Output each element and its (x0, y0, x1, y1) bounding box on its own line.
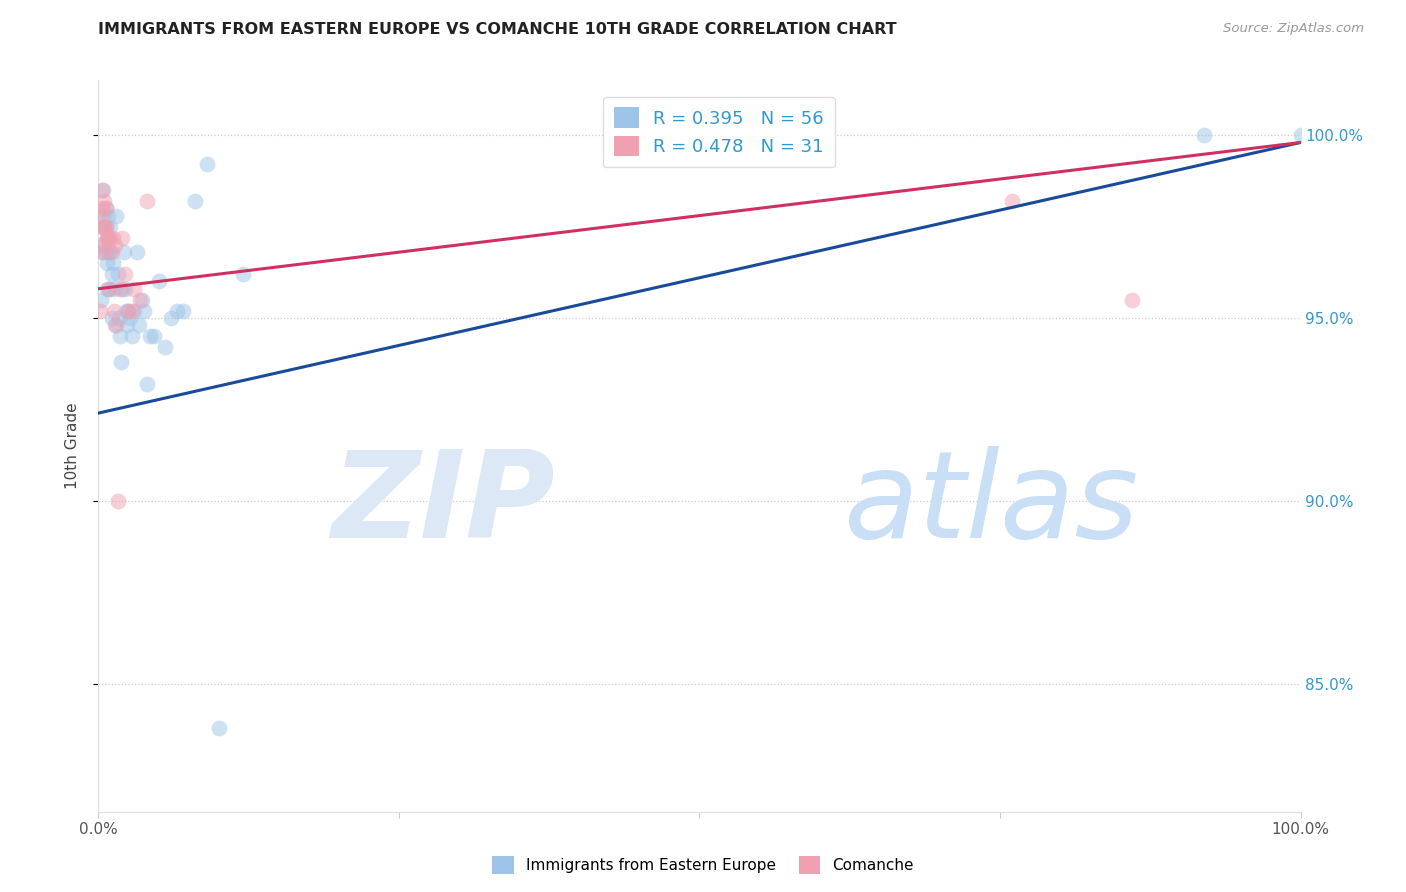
Point (93, 237, 115, 252)
Point (1194, 128, 1216, 142)
Point (98, 282, 121, 296)
Point (135, 194, 157, 208)
Point (121, 303, 143, 318)
Point (195, 157, 218, 171)
Point (124, 303, 146, 318)
Point (97, 209, 120, 223)
Point (108, 329, 131, 343)
Point (114, 282, 136, 296)
Point (100, 230, 122, 244)
Point (117, 303, 139, 318)
Point (135, 376, 157, 391)
Point (104, 237, 127, 252)
Point (91, 183, 114, 197)
Point (1289, 128, 1312, 142)
Point (90, 209, 112, 223)
Point (121, 329, 143, 343)
Point (166, 303, 188, 318)
Point (91, 245, 114, 260)
Point (94, 201, 117, 215)
Point (98, 282, 121, 296)
Point (100, 245, 122, 260)
Point (94, 201, 117, 215)
Point (153, 340, 176, 354)
Point (93, 219, 115, 234)
Point (96, 230, 118, 244)
Point (131, 293, 153, 307)
Point (117, 318, 139, 333)
Point (125, 245, 148, 260)
Text: Source: ZipAtlas.com: Source: ZipAtlas.com (1223, 22, 1364, 36)
Point (93, 194, 115, 208)
Point (108, 310, 131, 325)
Point (94, 219, 117, 234)
Point (110, 355, 132, 369)
Point (90, 293, 112, 307)
Point (89, 303, 111, 318)
Legend: Immigrants from Eastern Europe, Comanche: Immigrants from Eastern Europe, Comanche (486, 850, 920, 880)
Point (103, 282, 125, 296)
Y-axis label: 10th Grade: 10th Grade (65, 402, 80, 490)
Point (96, 230, 118, 244)
Point (100, 267, 122, 281)
Point (90, 237, 112, 252)
Point (111, 282, 134, 296)
Point (183, 194, 205, 208)
Point (128, 318, 150, 333)
Legend: R = 0.395   N = 56, R = 0.478   N = 31: R = 0.395 N = 56, R = 0.478 N = 31 (603, 96, 835, 167)
Point (115, 303, 138, 318)
Point (91, 245, 114, 260)
Point (103, 303, 125, 318)
Point (107, 267, 129, 281)
Point (208, 721, 231, 735)
Point (101, 256, 124, 270)
Point (100, 310, 122, 325)
Point (101, 230, 124, 244)
Point (104, 318, 127, 333)
Point (94, 219, 117, 234)
Point (100, 219, 122, 234)
Point (118, 310, 141, 325)
Point (117, 303, 139, 318)
Point (111, 230, 134, 244)
Point (91, 183, 114, 197)
Point (105, 318, 128, 333)
Point (129, 293, 152, 307)
Point (114, 267, 136, 281)
Point (97, 230, 120, 244)
Point (91, 201, 114, 215)
Point (94, 245, 117, 260)
Point (232, 267, 254, 281)
Point (91, 219, 114, 234)
Point (107, 493, 129, 508)
Point (98, 245, 121, 260)
Point (142, 329, 165, 343)
Point (96, 282, 118, 296)
Text: IMMIGRANTS FROM EASTERN EUROPE VS COMANCHE 10TH GRADE CORRELATION CHART: IMMIGRANTS FROM EASTERN EUROPE VS COMANC… (98, 22, 897, 37)
Point (91, 219, 114, 234)
Point (97, 230, 120, 244)
Point (108, 282, 131, 296)
Text: ZIP: ZIP (332, 446, 555, 563)
Point (172, 303, 194, 318)
Point (132, 303, 155, 318)
Point (93, 219, 115, 234)
Point (1001, 194, 1024, 208)
Point (148, 274, 170, 288)
Point (1121, 293, 1143, 307)
Point (96, 256, 118, 270)
Point (112, 245, 135, 260)
Point (105, 209, 128, 223)
Point (139, 329, 162, 343)
Point (124, 282, 146, 296)
Text: atlas: atlas (844, 446, 1139, 563)
Point (100, 245, 122, 260)
Point (159, 310, 181, 325)
Point (91, 209, 114, 223)
